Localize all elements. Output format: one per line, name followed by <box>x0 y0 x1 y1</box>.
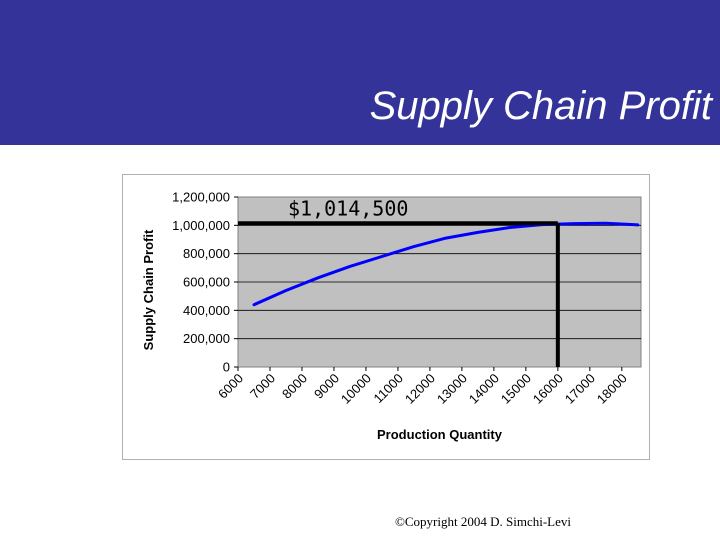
y-tick-label: 600,000 <box>183 275 230 290</box>
profit-chart: 0 200,000 400,000 600,000 800,000 1,000,000 1,… <box>141 190 642 442</box>
x-axis-label: Production Quantity <box>377 427 503 442</box>
x-tick-label: 10000 <box>338 371 374 407</box>
y-axis-label: Supply Chain Profit <box>141 229 156 350</box>
x-tick-label: 7000 <box>247 371 278 402</box>
x-tick-label: 6000 <box>215 371 246 402</box>
data-point <box>572 222 576 225</box>
chart-frame: 0 200,000 400,000 600,000 800,000 1,000,000 1,… <box>122 174 650 460</box>
x-tick-label: 13000 <box>434 371 470 407</box>
data-point <box>348 265 352 268</box>
data-point <box>316 276 320 279</box>
slide-title: Supply Chain Profit <box>369 84 712 128</box>
data-point <box>604 222 608 225</box>
data-point <box>284 289 288 292</box>
y-tick-label: 400,000 <box>183 303 230 318</box>
data-point <box>412 245 416 248</box>
data-point <box>636 223 640 227</box>
x-tick-label: 14000 <box>466 371 502 407</box>
data-point <box>252 303 256 306</box>
data-point <box>444 236 448 240</box>
x-tick-label: 11000 <box>371 371 406 406</box>
annotation-label: $1,014,500 <box>288 196 408 220</box>
y-tick-label: 800,000 <box>183 246 230 261</box>
y-tick-label: 1,000,000 <box>172 218 230 233</box>
data-point <box>508 226 512 229</box>
x-tick-label: 12000 <box>402 371 438 407</box>
x-tick-label: 15000 <box>498 371 534 407</box>
y-tick-label: 200,000 <box>183 331 230 346</box>
y-tick-label: 0 <box>223 360 230 375</box>
x-tick-label: 17000 <box>562 371 598 407</box>
data-point <box>476 231 480 234</box>
x-tick-label: 16000 <box>530 371 566 407</box>
x-tick-label: 8000 <box>279 371 310 402</box>
data-point <box>380 255 384 258</box>
copyright-text: ©Copyright 2004 D. Simchi-Levi <box>395 514 571 529</box>
title-banner <box>0 0 720 145</box>
x-tick-label: 18000 <box>594 371 630 407</box>
y-tick-label: 1,200,000 <box>172 190 230 205</box>
